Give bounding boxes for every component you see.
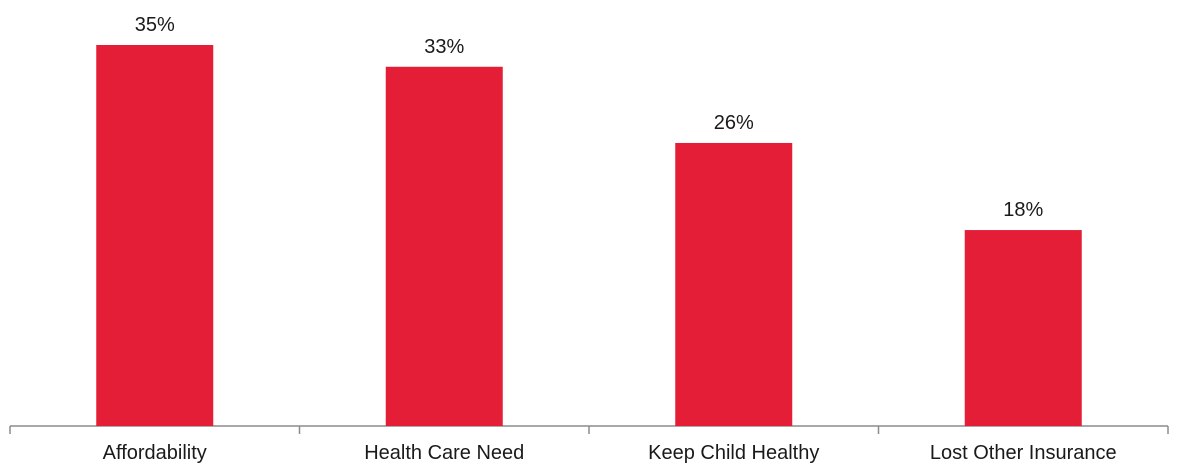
bar-health-care-need xyxy=(385,66,503,427)
x-tick-label: Affordability xyxy=(103,442,207,464)
bar-value-label: 35% xyxy=(135,14,175,36)
x-tick-label: Keep Child Healthy xyxy=(648,442,819,464)
bar-affordability xyxy=(96,45,214,426)
bar-keep-child-healthy xyxy=(675,142,793,426)
bar-value-label: 18% xyxy=(1003,199,1043,221)
bar-value-label: 26% xyxy=(714,112,754,134)
bar-lost-other-insurance xyxy=(964,230,1082,426)
x-tick-label: Health Care Need xyxy=(364,442,524,464)
bar-value-label: 33% xyxy=(424,36,464,58)
x-tick-label: Lost Other Insurance xyxy=(930,442,1117,464)
